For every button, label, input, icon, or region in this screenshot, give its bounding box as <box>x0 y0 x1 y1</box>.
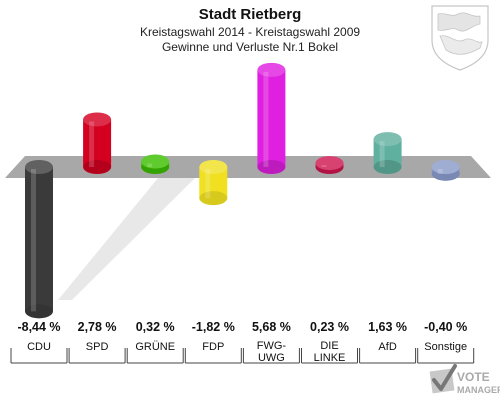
bar-4 <box>257 62 286 174</box>
category-label: CDU <box>27 341 51 353</box>
value-label: -8,44 % <box>17 320 60 334</box>
chart-subtitle: Kreistagswahl 2014 - Kreistagswahl 2009 <box>140 25 360 39</box>
bar-2 <box>141 154 170 174</box>
bar-cap <box>373 132 402 147</box>
bar-body <box>83 119 112 167</box>
checkmark-icon <box>429 364 457 394</box>
bar-cap <box>315 156 344 171</box>
value-label: -1,82 % <box>192 320 235 334</box>
coat-of-arms-icon <box>431 5 489 71</box>
category-label: Sonstige <box>424 341 467 353</box>
bar-5 <box>315 156 344 174</box>
bar-cap <box>199 160 228 174</box>
shadow-wedge <box>58 178 195 300</box>
bar-cap <box>141 154 170 169</box>
category-labels-group: CDU SPD GRÜNE FDP FWG-UWG DIE LINKE AfD Sonstige <box>10 340 475 364</box>
vote-manager-logo: VOTE MANAGER <box>429 364 500 395</box>
value-label: 1,63 % <box>368 320 407 334</box>
bar-highlight <box>379 141 385 167</box>
bar-highlight <box>437 169 443 174</box>
bar-highlight <box>263 71 269 167</box>
category-label: FDP <box>202 341 224 353</box>
category-label: GRÜNE <box>135 341 175 353</box>
bar-highlight <box>147 163 153 167</box>
bar-cap <box>431 160 460 174</box>
bar-base <box>199 191 228 206</box>
value-label: 2,78 % <box>78 320 117 334</box>
bar-3 <box>199 160 228 206</box>
vote-logo-line2: MANAGER <box>457 385 500 395</box>
bar-body <box>25 167 53 312</box>
chart-title: Stadt Rietberg <box>199 6 302 23</box>
chart-subtitle-2: Gewinne und Verluste Nr.1 Bokel <box>162 40 338 54</box>
bar-7 <box>431 160 460 181</box>
value-label: 0,32 % <box>136 320 175 334</box>
bars-group <box>25 62 460 319</box>
bar-1 <box>83 112 112 174</box>
bar-highlight <box>321 165 327 167</box>
value-label: 0,23 % <box>310 320 349 334</box>
category-label: FWG-UWG <box>257 340 287 364</box>
category-label: AfD <box>378 341 396 353</box>
bar-base <box>25 304 53 319</box>
bar-cap <box>257 62 286 77</box>
value-label: -0,40 % <box>424 320 467 334</box>
category-label: SPD <box>86 341 109 353</box>
bar-base <box>373 160 402 174</box>
bar-cap <box>83 112 112 127</box>
bar-base <box>257 160 286 174</box>
bar-cap <box>25 160 53 174</box>
bar-highlight <box>205 169 211 199</box>
bar-6 <box>373 132 402 174</box>
bar-body <box>257 69 286 167</box>
bar-highlight <box>31 169 36 312</box>
value-label: 5,68 % <box>252 320 291 334</box>
zero-line-band <box>5 156 491 178</box>
bar-0 <box>25 160 53 319</box>
bar-base <box>83 160 112 174</box>
value-labels-group: -8,44 % 2,78 % 0,32 % -1,82 % 5,68 % 0,23 % 1,… <box>17 320 467 334</box>
category-label: DIE LINKE <box>314 340 346 364</box>
bar-highlight <box>89 121 95 167</box>
vote-logo-line1: VOTE <box>457 370 490 384</box>
